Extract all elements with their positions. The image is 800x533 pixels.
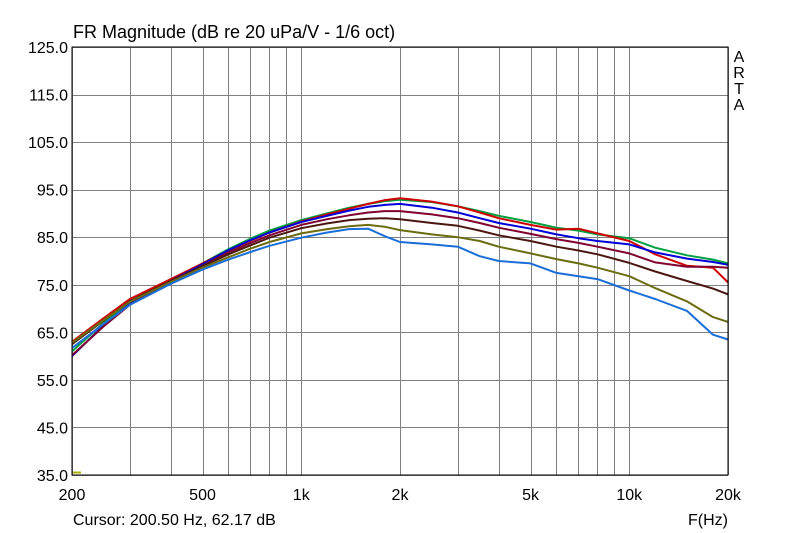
- y-tick-label: 115.0: [29, 88, 68, 105]
- brand-letter: A: [734, 97, 745, 114]
- brand-letter: R: [733, 65, 745, 82]
- series-line-3: [71, 202, 729, 357]
- y-tick-label: 75.0: [37, 278, 68, 295]
- cursor-readout: Cursor: 200.50 Hz, 62.17 dB: [73, 512, 276, 529]
- x-tick-labels: 200 500 1k 2k 5k 10k 20k: [59, 487, 742, 504]
- plot-frame: [71, 46, 729, 476]
- y-tick-label: 65.0: [37, 325, 68, 342]
- y-tick-label: 95.0: [37, 183, 68, 200]
- series-layer: [71, 197, 729, 474]
- x-tick-label: 500: [189, 487, 216, 504]
- x-tick-label: 5k: [522, 487, 540, 504]
- y-tick-label: 85.0: [37, 230, 68, 247]
- chart-title: FR Magnitude (dB re 20 uPa/V - 1/6 oct): [73, 22, 395, 42]
- series-line-5: [71, 217, 729, 346]
- x-tick-label: 200: [59, 487, 86, 504]
- x-tick-label: 10k: [616, 487, 643, 504]
- y-tick-label: 105.0: [28, 135, 68, 152]
- x-tick-label: 2k: [392, 487, 410, 504]
- x-axis-label: F(Hz): [688, 512, 728, 529]
- brand-letter: T: [734, 81, 744, 98]
- grid-lines: [72, 47, 729, 476]
- brand-letter: A: [734, 49, 745, 66]
- y-tick-label: 55.0: [37, 373, 68, 390]
- x-tick-label: 1k: [293, 487, 311, 504]
- series-line-7: [71, 227, 729, 349]
- y-tick-label: 125.0: [28, 40, 68, 57]
- y-tick-labels: 35.0 45.0 55.0 65.0 75.0 85.0 95.0 105.0 115.0 12…: [28, 40, 68, 485]
- y-tick-label: 45.0: [37, 420, 68, 437]
- y-tick-label: 35.0: [37, 468, 68, 485]
- x-tick-label: 20k: [715, 487, 742, 504]
- series-line-6: [71, 223, 729, 344]
